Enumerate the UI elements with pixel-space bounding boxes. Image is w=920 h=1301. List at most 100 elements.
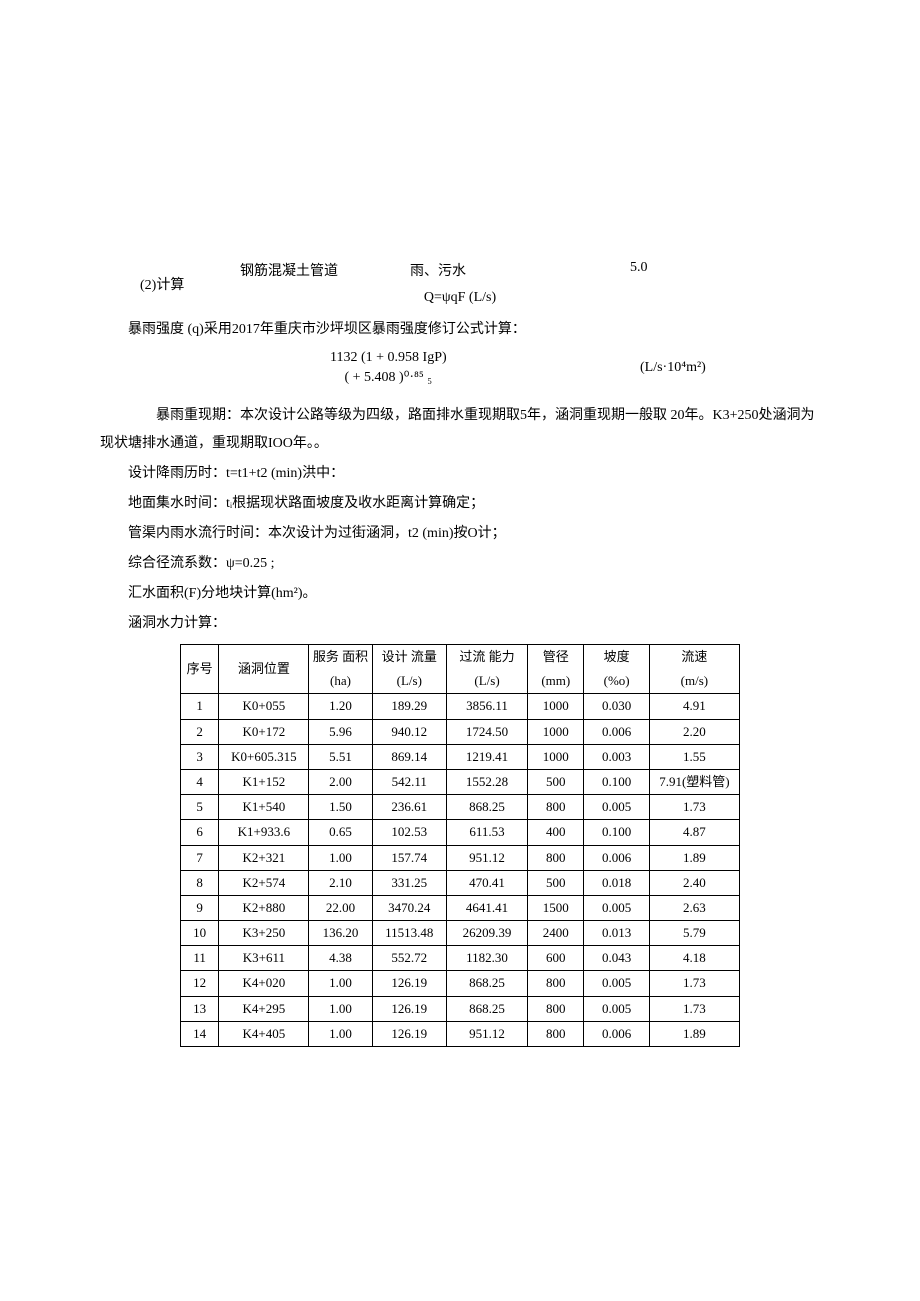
table-cell: 1000 bbox=[528, 694, 584, 719]
table-cell: 869.14 bbox=[372, 744, 446, 769]
table-cell: K2+321 bbox=[219, 845, 309, 870]
table-row: 10K3+250136.2011513.4826209.3924000.0135… bbox=[181, 921, 740, 946]
table-cell: 1.73 bbox=[649, 795, 739, 820]
table-cell: 0.006 bbox=[584, 1021, 649, 1046]
table-cell: 0.006 bbox=[584, 719, 649, 744]
table-row: 8K2+5742.10331.25470.415000.0182.40 bbox=[181, 870, 740, 895]
table-cell: 1.00 bbox=[309, 1021, 372, 1046]
table-cell: 22.00 bbox=[309, 895, 372, 920]
pipe-spec-row: 钢筋混凝土管道 雨、污水 5.0 (2)计算 bbox=[100, 260, 820, 280]
table-cell: K0+055 bbox=[219, 694, 309, 719]
table-row: 4K1+1522.00542.111552.285000.1007.91(塑料管… bbox=[181, 769, 740, 794]
th-area-unit: (ha) bbox=[309, 669, 372, 694]
table-cell: 0.006 bbox=[584, 845, 649, 870]
table-cell: 1.20 bbox=[309, 694, 372, 719]
table-cell: 940.12 bbox=[372, 719, 446, 744]
table-cell: 126.19 bbox=[372, 1021, 446, 1046]
table-cell: 951.12 bbox=[446, 1021, 527, 1046]
table-cell: 542.11 bbox=[372, 769, 446, 794]
th-capacity: 过流 能力 bbox=[446, 645, 527, 670]
table-header-row-1: 序号 涵洞位置 服务 面积 设计 流量 过流 能力 管径 坡度 流速 bbox=[181, 645, 740, 670]
table-cell: 13 bbox=[181, 996, 219, 1021]
denominator: ( + 5.408 )⁰·⁸⁵ ₅ bbox=[330, 368, 447, 388]
table-cell: 800 bbox=[528, 845, 584, 870]
table-cell: 11 bbox=[181, 946, 219, 971]
table-cell: 2 bbox=[181, 719, 219, 744]
table-cell: 1.00 bbox=[309, 845, 372, 870]
table-cell: 470.41 bbox=[446, 870, 527, 895]
table-cell: 3470.24 bbox=[372, 895, 446, 920]
th-area: 服务 面积 bbox=[309, 645, 372, 670]
table-cell: 26209.39 bbox=[446, 921, 527, 946]
table-cell: 1.50 bbox=[309, 795, 372, 820]
table-cell: 236.61 bbox=[372, 795, 446, 820]
th-capacity-unit: (L/s) bbox=[446, 669, 527, 694]
th-designflow: 设计 流量 bbox=[372, 645, 446, 670]
calc-heading: (2)计算 bbox=[140, 274, 184, 294]
table-cell: 0.018 bbox=[584, 870, 649, 895]
table-cell: 11513.48 bbox=[372, 921, 446, 946]
intensity-line: 暴雨强度 (q)采用2017年重庆市沙坪坝区暴雨强度修订公式计算： bbox=[100, 316, 820, 344]
table-cell: K4+295 bbox=[219, 996, 309, 1021]
table-cell: 1724.50 bbox=[446, 719, 527, 744]
table-cell: K0+172 bbox=[219, 719, 309, 744]
formula-main: Q=ψqF (L/s) bbox=[100, 290, 820, 306]
th-index: 序号 bbox=[181, 645, 219, 694]
formula-unit: (L/s·10⁴m²) bbox=[640, 360, 706, 376]
table-cell: 8 bbox=[181, 870, 219, 895]
pipe-type: 雨、污水 bbox=[410, 260, 466, 280]
th-slope-unit: (%o) bbox=[584, 669, 649, 694]
table-cell: 3856.11 bbox=[446, 694, 527, 719]
th-velocity-unit: (m/s) bbox=[649, 669, 739, 694]
table-cell: 0.013 bbox=[584, 921, 649, 946]
table-cell: 126.19 bbox=[372, 996, 446, 1021]
table-cell: K4+020 bbox=[219, 971, 309, 996]
th-slope: 坡度 bbox=[584, 645, 649, 670]
p-line-0: 设计降雨历时：t=t1+t2 (min)洪中： bbox=[100, 460, 820, 488]
table-cell: 5.79 bbox=[649, 921, 739, 946]
table-cell: 1.73 bbox=[649, 971, 739, 996]
p-line-1: 地面集水时间：tᵢ根据现状路面坡度及收水距离计算确定； bbox=[100, 490, 820, 518]
table-cell: 4.38 bbox=[309, 946, 372, 971]
table-cell: K2+574 bbox=[219, 870, 309, 895]
table-cell: 1219.41 bbox=[446, 744, 527, 769]
table-cell: 0.005 bbox=[584, 795, 649, 820]
table-cell: 611.53 bbox=[446, 820, 527, 845]
table-cell: 12 bbox=[181, 971, 219, 996]
table-cell: 868.25 bbox=[446, 996, 527, 1021]
table-cell: 1.73 bbox=[649, 996, 739, 1021]
table-row: 1K0+0551.20189.293856.1110000.0304.91 bbox=[181, 694, 740, 719]
table-cell: 1.00 bbox=[309, 996, 372, 1021]
table-cell: 5.51 bbox=[309, 744, 372, 769]
table-cell: K4+405 bbox=[219, 1021, 309, 1046]
table-cell: 6 bbox=[181, 820, 219, 845]
table-cell: 5 bbox=[181, 795, 219, 820]
table-cell: 1182.30 bbox=[446, 946, 527, 971]
pipe-value: 5.0 bbox=[630, 260, 648, 276]
table-cell: 1500 bbox=[528, 895, 584, 920]
table-row: 11K3+6114.38552.721182.306000.0434.18 bbox=[181, 946, 740, 971]
table-cell: 4641.41 bbox=[446, 895, 527, 920]
table-cell: K3+250 bbox=[219, 921, 309, 946]
table-cell: 0.043 bbox=[584, 946, 649, 971]
table-cell: 4.91 bbox=[649, 694, 739, 719]
table-cell: 800 bbox=[528, 996, 584, 1021]
table-cell: 0.005 bbox=[584, 971, 649, 996]
table-cell: 0.005 bbox=[584, 895, 649, 920]
table-cell: 2.20 bbox=[649, 719, 739, 744]
table-cell: 4.18 bbox=[649, 946, 739, 971]
table-cell: 10 bbox=[181, 921, 219, 946]
th-diameter: 管径 bbox=[528, 645, 584, 670]
table-cell: 5.96 bbox=[309, 719, 372, 744]
p-line-4: 汇水面积(F)分地块计算(hm²)。 bbox=[100, 580, 820, 608]
table-cell: 400 bbox=[528, 820, 584, 845]
table-cell: 126.19 bbox=[372, 971, 446, 996]
table-row: 2K0+1725.96940.121724.5010000.0062.20 bbox=[181, 719, 740, 744]
table-cell: 4.87 bbox=[649, 820, 739, 845]
table-cell: 1 bbox=[181, 694, 219, 719]
th-diameter-unit: (mm) bbox=[528, 669, 584, 694]
table-row: 9K2+88022.003470.244641.4115000.0052.63 bbox=[181, 895, 740, 920]
table-cell: 800 bbox=[528, 1021, 584, 1046]
table-cell: 868.25 bbox=[446, 971, 527, 996]
table-cell: K1+540 bbox=[219, 795, 309, 820]
